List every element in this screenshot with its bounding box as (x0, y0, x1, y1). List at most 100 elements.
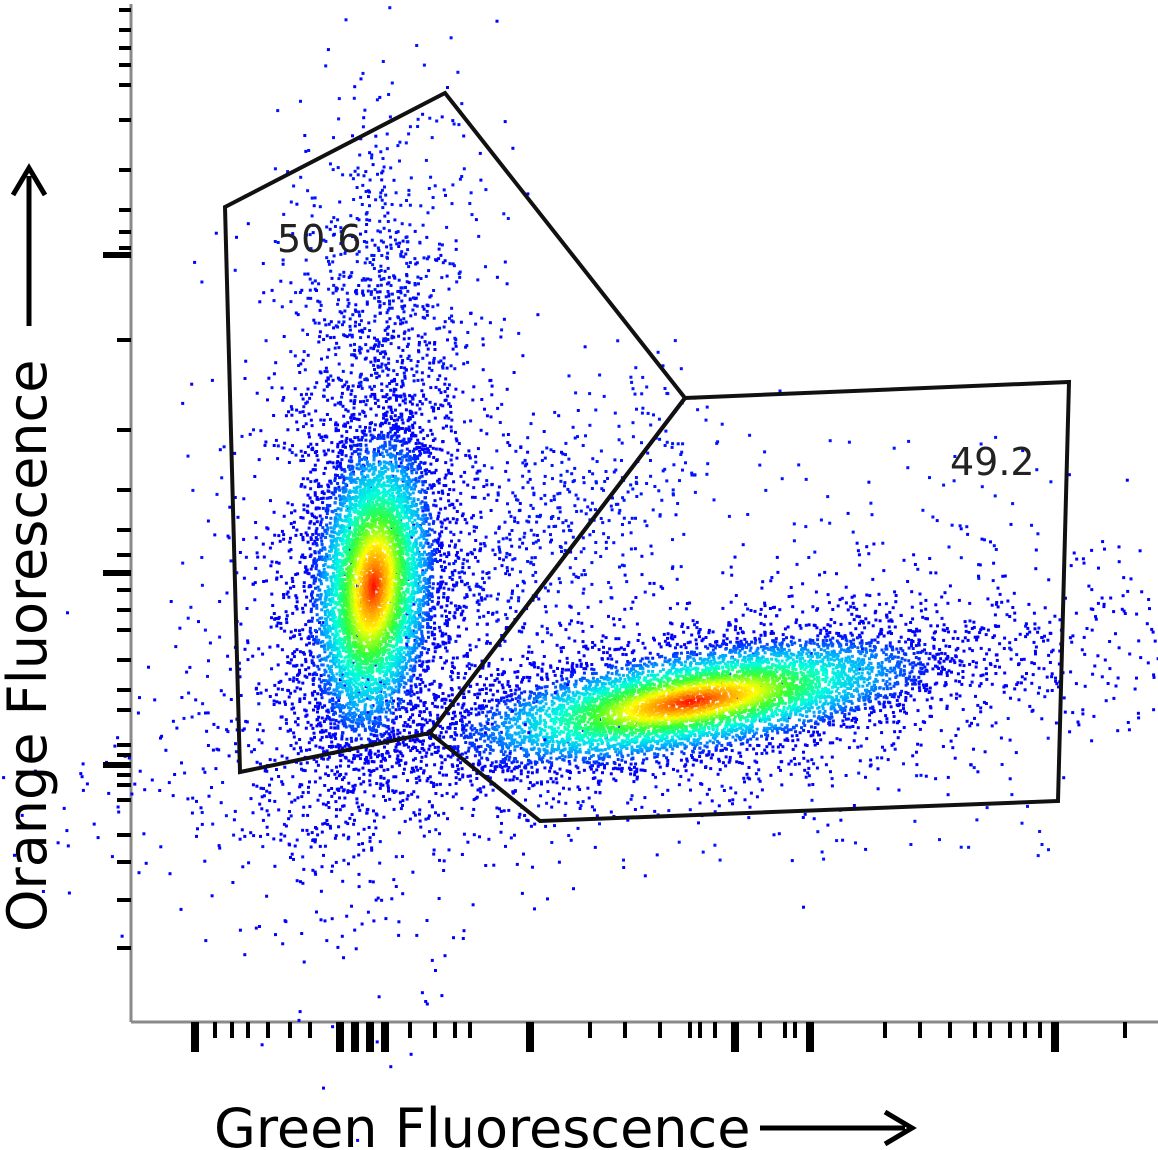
event-dot (576, 826, 580, 830)
event-dot (333, 346, 337, 350)
event-dot (397, 416, 401, 419)
event-dot (332, 254, 336, 258)
event-dot (426, 487, 430, 491)
event-dot (478, 469, 482, 473)
event-dot (864, 617, 868, 621)
event-dot (534, 740, 538, 744)
event-dot (582, 667, 586, 671)
event-dot (244, 555, 248, 559)
event-dot (542, 735, 545, 739)
event-dot (793, 762, 797, 766)
event-dot (586, 605, 590, 609)
event-dot (564, 668, 568, 672)
event-dot (579, 804, 583, 808)
event-dot (643, 734, 647, 738)
event-dot (581, 444, 585, 447)
event-dot (690, 633, 694, 637)
event-dot (252, 428, 255, 432)
event-dot (585, 664, 589, 668)
event-dot (596, 687, 600, 691)
event-dot (748, 777, 752, 781)
event-dot (592, 686, 596, 690)
event-dot (754, 772, 758, 776)
event-dot (215, 492, 219, 496)
event-dot (543, 474, 547, 478)
event-dot (655, 760, 659, 764)
event-dot (409, 684, 413, 688)
event-dot (559, 751, 563, 755)
event-dot (558, 713, 562, 716)
event-dot (403, 394, 407, 398)
event-dot (308, 555, 312, 558)
event-dot (832, 679, 836, 682)
event-dot (385, 384, 389, 388)
event-dot (611, 496, 614, 500)
event-dot (374, 198, 378, 202)
event-dot (447, 383, 451, 387)
event-dot (782, 647, 786, 651)
event-dot (697, 631, 701, 635)
event-dot (292, 184, 296, 188)
event-dot (895, 682, 899, 686)
event-dot (979, 706, 983, 710)
event-dot (479, 728, 483, 732)
event-dot (884, 602, 888, 606)
event-dot (476, 584, 480, 588)
event-dot (576, 800, 580, 804)
event-dot (504, 555, 508, 559)
event-dot (640, 392, 644, 396)
event-dot (399, 318, 403, 322)
event-dot (575, 716, 579, 720)
event-dot (1101, 540, 1105, 544)
event-dot (910, 644, 913, 648)
event-dot (337, 346, 341, 350)
event-dot (581, 629, 585, 633)
event-dot (378, 274, 382, 278)
event-dot (566, 720, 570, 724)
event-dot (497, 743, 501, 747)
event-dot (829, 618, 833, 621)
event-dot (408, 261, 412, 265)
event-dot (677, 657, 681, 661)
event-dot (968, 724, 972, 728)
event-dot (947, 630, 950, 634)
event-dot (348, 317, 352, 321)
event-dot (730, 730, 734, 734)
event-dot (921, 683, 925, 687)
event-dot (578, 658, 582, 662)
event-dot (545, 675, 549, 679)
event-dot (812, 714, 816, 718)
event-dot (529, 528, 533, 532)
event-dot (321, 621, 325, 625)
event-dot (373, 296, 377, 300)
event-dot (758, 716, 762, 720)
event-dot (719, 676, 723, 679)
event-dot (580, 573, 584, 577)
event-dot (551, 740, 555, 744)
event-dot (390, 334, 394, 338)
event-dot (876, 665, 880, 669)
event-dot (547, 525, 551, 529)
event-dot (361, 125, 365, 129)
event-dot (381, 169, 385, 173)
event-dot (851, 642, 855, 646)
event-dot (302, 508, 306, 512)
event-dot (677, 705, 681, 709)
event-dot (508, 750, 512, 753)
event-dot (693, 623, 697, 627)
event-dot (325, 554, 329, 558)
event-dot (833, 708, 837, 712)
event-dot (640, 441, 643, 445)
event-dot (395, 373, 399, 376)
event-dot (243, 834, 247, 838)
event-dot (578, 738, 582, 742)
event-dot (491, 548, 495, 552)
event-dot (804, 623, 808, 627)
event-dot (855, 541, 859, 545)
event-dot (339, 400, 342, 404)
event-dot (318, 300, 322, 304)
event-dot (600, 487, 604, 491)
event-dot (602, 726, 606, 730)
event-dot (718, 858, 722, 862)
event-dot (609, 719, 613, 723)
